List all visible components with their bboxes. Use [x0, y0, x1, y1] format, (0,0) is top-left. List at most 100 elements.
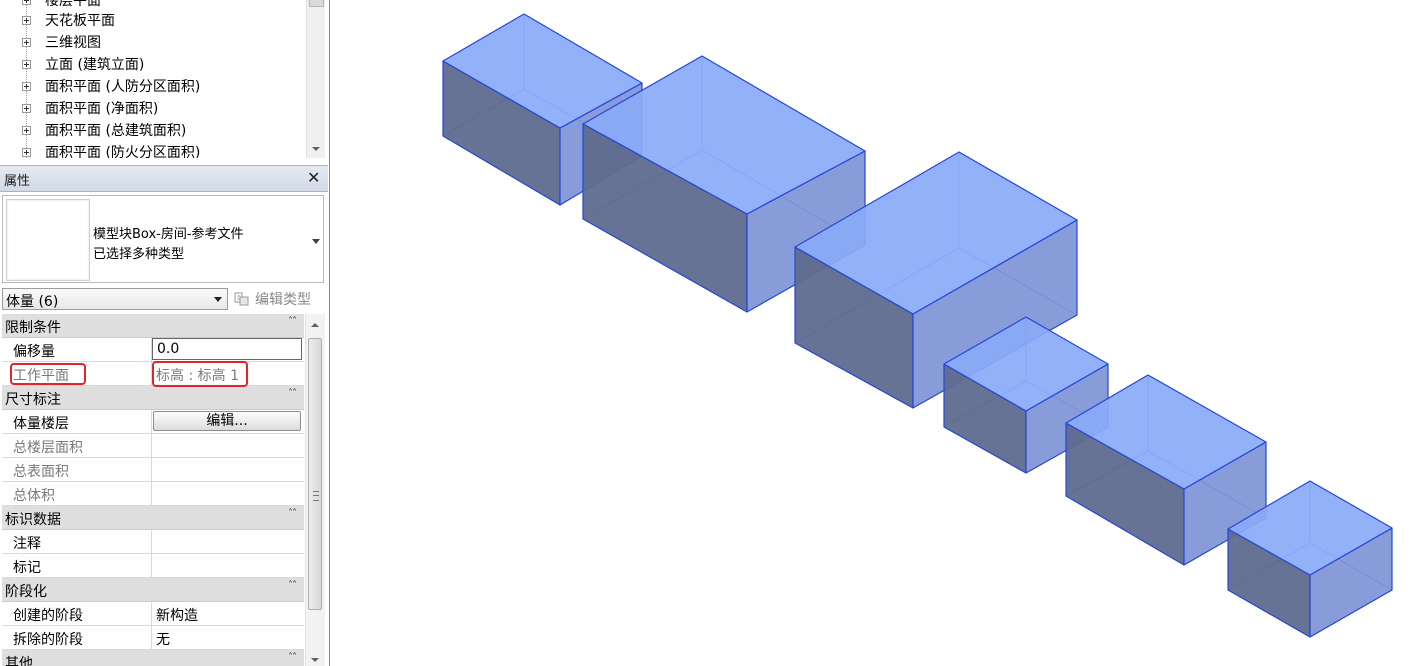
scroll-down-arrow-icon[interactable]: [312, 147, 320, 151]
group-constraints[interactable]: 限制条件 ˄˄: [2, 314, 304, 338]
type-preview-image: [6, 199, 90, 281]
mass-box-6[interactable]: [1227, 480, 1393, 638]
group-other[interactable]: 其他 ˄˄: [2, 650, 304, 666]
column-divider: [151, 362, 152, 386]
column-divider: [151, 554, 152, 578]
prop-name: 创建的阶段: [13, 608, 83, 624]
tree-item-3d-views[interactable]: 三维视图: [22, 31, 101, 53]
category-filter-select[interactable]: 体量 (6): [2, 288, 228, 310]
offset-input[interactable]: 0.0: [152, 338, 302, 360]
scrollbar-thumb[interactable]: [309, 0, 324, 7]
expand-icon[interactable]: [22, 147, 31, 157]
tree-item-area-plan-civil-defense[interactable]: 面积平面 (人防分区面积): [22, 75, 200, 97]
collapse-icon[interactable]: ˄˄: [288, 580, 297, 591]
mass-top-face[interactable]: [943, 316, 1109, 412]
prop-row-mark: 标记: [2, 554, 304, 578]
prop-value: 标高 : 标高 1: [156, 368, 239, 384]
tree-item-label: 面积平面 (净面积): [45, 101, 159, 117]
prop-row-gross-volume: 总体积: [2, 482, 304, 506]
group-label: 标识数据: [5, 512, 61, 528]
column-divider: [151, 530, 152, 554]
filter-row: 体量 (6) 编辑类型: [2, 288, 328, 312]
column-divider: [151, 482, 152, 506]
expand-icon[interactable]: [22, 125, 31, 135]
mass-top-face[interactable]: [582, 55, 866, 215]
tree-item-area-plan-fire[interactable]: 面积平面 (防火分区面积): [22, 141, 200, 158]
group-dimensions[interactable]: 尺寸标注 ˄˄: [2, 386, 304, 410]
column-divider: [151, 338, 152, 362]
highlight-work-plane-value: [152, 361, 248, 387]
prop-row-work-plane: 工作平面 标高 : 标高 1: [2, 362, 304, 386]
properties-header: 属性 ✕: [0, 165, 328, 192]
browser-scrollbar[interactable]: [306, 0, 325, 158]
expand-icon[interactable]: [22, 81, 31, 91]
prop-row-offset: 偏移量 0.0: [2, 338, 304, 362]
prop-row-phase-created: 创建的阶段 新构造: [2, 602, 304, 626]
column-divider: [151, 626, 152, 650]
column-divider: [151, 434, 152, 458]
group-label: 尺寸标注: [5, 392, 61, 408]
properties-scrollbar[interactable]: [305, 314, 325, 666]
mass-top-face[interactable]: [1227, 480, 1393, 576]
tree-item-label: 面积平面 (总建筑面积): [45, 123, 187, 139]
edit-mass-floors-button[interactable]: 编辑...: [153, 411, 301, 431]
properties-title: 属性: [4, 174, 31, 189]
mass-top-face[interactable]: [794, 151, 1078, 315]
filter-value: 体量 (6): [6, 294, 59, 310]
collapse-icon[interactable]: ˄˄: [288, 388, 297, 399]
column-divider: [151, 602, 152, 626]
properties-grid: 限制条件 ˄˄ 偏移量 0.0 工作平面 标高 : 标高 1 尺寸标注 ˄˄ 体…: [2, 314, 304, 666]
tree-item-elevations[interactable]: 立面 (建筑立面): [22, 53, 144, 75]
group-phasing[interactable]: 阶段化 ˄˄: [2, 578, 304, 602]
chevron-down-icon[interactable]: [312, 239, 320, 244]
expand-icon[interactable]: [22, 15, 31, 25]
project-browser: 楼层平面 天花板平面 三维视图 立面 (建筑立面) 面积平面 (人防分区面积) …: [0, 0, 328, 158]
prop-value[interactable]: 新构造: [156, 608, 198, 624]
expand-icon[interactable]: [22, 59, 31, 69]
tree-item-label: 楼层平面: [45, 0, 101, 9]
tree-item-floor-plans[interactable]: 楼层平面: [22, 0, 101, 11]
scrollbar-thumb[interactable]: [308, 338, 322, 610]
tree-item-label: 面积平面 (防火分区面积): [45, 145, 201, 158]
column-divider: [151, 410, 152, 434]
tree-item-area-plan-net[interactable]: 面积平面 (净面积): [22, 97, 158, 119]
group-identity-data[interactable]: 标识数据 ˄˄: [2, 506, 304, 530]
3d-view-canvas[interactable]: [331, 0, 1420, 666]
tree-item-ceiling-plans[interactable]: 天花板平面: [22, 9, 115, 31]
prop-row-comments: 注释: [2, 530, 304, 554]
prop-row-gross-floor-area: 总楼层面积: [2, 434, 304, 458]
left-panel: 楼层平面 天花板平面 三维视图 立面 (建筑立面) 面积平面 (人防分区面积) …: [0, 0, 330, 666]
prop-row-gross-surface-area: 总表面积: [2, 458, 304, 482]
prop-name: 总表面积: [13, 464, 69, 480]
scroll-down-arrow-icon[interactable]: [311, 658, 319, 662]
expand-icon[interactable]: [22, 103, 31, 113]
mass-top-face[interactable]: [1065, 374, 1267, 490]
type-name: 已选择多种类型: [93, 247, 185, 262]
collapse-icon[interactable]: ˄˄: [288, 508, 297, 519]
group-label: 限制条件: [5, 320, 61, 336]
close-icon[interactable]: ✕: [307, 168, 321, 187]
prop-name: 拆除的阶段: [13, 632, 83, 648]
type-family-name: 模型块Box-房间-参考文件: [93, 227, 244, 242]
collapse-icon[interactable]: ˄˄: [288, 652, 297, 663]
edit-type-icon: [234, 292, 249, 306]
scrollbar-grip-icon: [313, 491, 319, 501]
collapse-icon[interactable]: ˄˄: [288, 316, 297, 327]
chevron-down-icon[interactable]: [214, 297, 222, 302]
mass-box-5[interactable]: [1065, 374, 1267, 566]
expand-icon[interactable]: [22, 0, 31, 5]
tree-item-area-plan-gross[interactable]: 面积平面 (总建筑面积): [22, 119, 186, 141]
mass-top-face[interactable]: [442, 13, 643, 129]
prop-row-mass-floors: 体量楼层 编辑...: [2, 410, 304, 434]
edit-type-button[interactable]: 编辑类型: [234, 288, 311, 310]
type-selector[interactable]: 模型块Box-房间-参考文件 已选择多种类型: [2, 195, 324, 283]
scroll-up-arrow-icon[interactable]: [311, 323, 319, 327]
mass-box-2[interactable]: [582, 55, 866, 313]
prop-row-phase-demolished: 拆除的阶段 无: [2, 626, 304, 650]
expand-icon[interactable]: [22, 37, 31, 47]
tree-item-label: 三维视图: [45, 35, 101, 51]
column-divider: [151, 458, 152, 482]
prop-value[interactable]: 无: [156, 632, 170, 648]
mass-model-view[interactable]: [331, 0, 1420, 666]
prop-name: 标记: [13, 560, 41, 576]
